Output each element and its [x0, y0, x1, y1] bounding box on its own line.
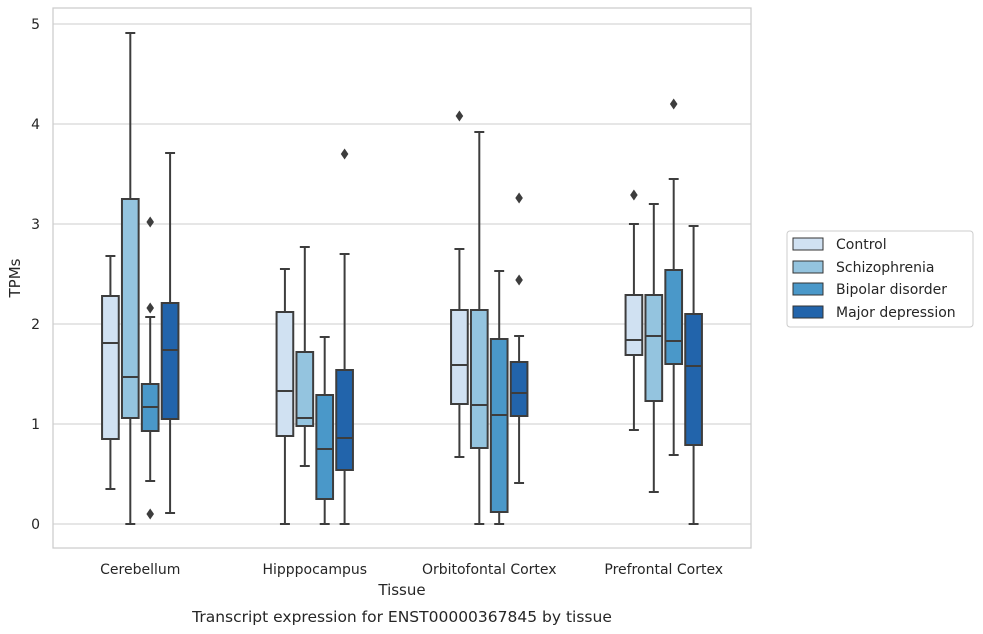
iqr-box	[469, 309, 489, 449]
box-major-depression	[160, 152, 180, 514]
iqr-box	[275, 311, 295, 437]
box-major-depression	[684, 225, 703, 525]
outlier-point	[515, 192, 523, 204]
legend-swatch	[792, 305, 824, 319]
x-tick-label: Prefrontal Cortex	[604, 562, 723, 578]
outlier-point	[146, 508, 154, 520]
y-axis-label: TPMs	[6, 258, 24, 298]
legend-frame	[786, 230, 974, 328]
y-tick-label: 1	[31, 417, 40, 433]
box-control	[275, 268, 295, 525]
outlier-point	[630, 189, 638, 201]
x-tick-labels: Cerebellum Hipppocampus Orbitofontal Corte…	[100, 562, 723, 578]
legend: Control Schizophrenia Bipolar disorder M…	[786, 230, 974, 328]
outlier-point	[515, 274, 523, 286]
box-control	[101, 255, 120, 490]
grid-lines	[53, 23, 751, 525]
box-bipolar-disorder	[315, 336, 335, 525]
iqr-box	[315, 394, 335, 500]
chart-title: Transcript expression for ENST0000036784…	[191, 608, 612, 626]
box-schizophrenia	[295, 246, 315, 467]
plot-frame	[52, 7, 752, 549]
iqr-box	[120, 198, 140, 419]
box-bipolar-disorder	[664, 98, 684, 456]
legend-label: Control	[836, 237, 887, 253]
legend-item-major-depression: Major depression	[792, 305, 956, 321]
y-tick-labels: 0 1 2 3 4 5	[31, 17, 40, 533]
iqr-box	[644, 294, 664, 402]
box-control	[624, 189, 644, 431]
x-tick-label: Orbitofontal Cortex	[422, 562, 557, 578]
legend-item-bipolar-disorder: Bipolar disorder	[792, 282, 947, 298]
box-major-depression	[335, 148, 354, 525]
legend-label: Schizophrenia	[836, 260, 934, 276]
x-axis-label: Tissue	[377, 581, 425, 599]
y-tick-label: 0	[31, 517, 40, 533]
outlier-point	[146, 216, 154, 228]
legend-swatch	[792, 260, 824, 274]
y-tick-label: 2	[31, 317, 40, 333]
box-schizophrenia	[120, 32, 140, 525]
iqr-box	[684, 313, 703, 446]
box-groups	[101, 32, 703, 525]
iqr-box	[450, 309, 469, 405]
iqr-box	[624, 294, 644, 356]
legend-item-control: Control	[792, 237, 887, 253]
legend-swatch	[792, 237, 824, 251]
legend-swatch	[792, 282, 824, 296]
iqr-box	[101, 295, 120, 440]
box-schizophrenia	[644, 203, 664, 493]
box-bipolar-disorder	[489, 270, 509, 525]
box-major-depression	[509, 192, 529, 484]
x-tick-label: Hipppocampus	[262, 562, 367, 578]
box-bipolar-disorder	[140, 216, 160, 520]
iqr-box	[160, 302, 180, 420]
legend-item-schizophrenia: Schizophrenia	[792, 260, 934, 276]
y-tick-label: 5	[31, 17, 40, 33]
y-tick-label: 3	[31, 217, 40, 233]
x-tick-label: Cerebellum	[100, 562, 180, 578]
y-tick-label: 4	[31, 117, 40, 133]
outlier-point	[146, 302, 154, 314]
box-schizophrenia	[469, 131, 489, 525]
iqr-box	[489, 338, 509, 513]
legend-label: Major depression	[836, 305, 956, 321]
outlier-point	[340, 148, 349, 160]
iqr-box	[335, 369, 354, 471]
box-control	[450, 110, 469, 458]
iqr-box	[509, 361, 529, 417]
iqr-box	[295, 351, 315, 427]
iqr-box	[664, 269, 684, 365]
outlier-point	[455, 110, 464, 122]
legend-label: Bipolar disorder	[836, 282, 947, 298]
outlier-point	[669, 98, 678, 110]
